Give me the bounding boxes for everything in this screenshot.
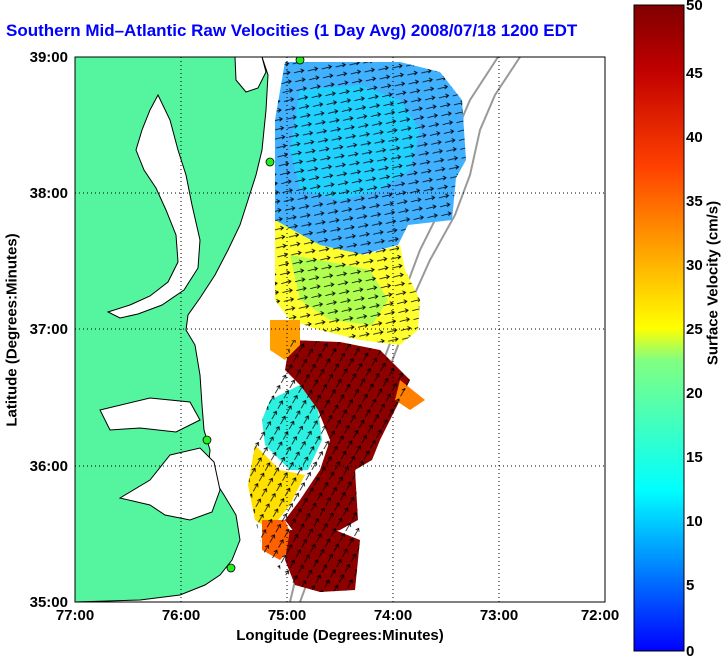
lon-tick-label: 72:00 xyxy=(581,607,619,624)
station-marker xyxy=(202,435,212,445)
colorbar-label: Surface Velocity (cm/s) xyxy=(704,200,722,366)
velocity-field xyxy=(248,62,466,592)
colorbar-tick-label: 50 xyxy=(686,0,703,14)
station-marker xyxy=(226,563,236,573)
colorbar xyxy=(633,4,685,652)
lon-tick-label: 73:00 xyxy=(480,607,518,624)
colorbar-tick-label: 25 xyxy=(686,321,703,338)
colorbar-tick-label: 5 xyxy=(686,577,694,594)
lon-tick-label: 76:00 xyxy=(162,607,200,624)
colorbar-tick-label: 45 xyxy=(686,65,703,82)
station-marker xyxy=(295,57,305,65)
lat-tick-label: 36:00 xyxy=(30,458,68,475)
colorbar-tick-label: 10 xyxy=(686,513,703,530)
map-title: Southern Mid–Atlantic Raw Velocities (1 … xyxy=(6,21,578,40)
albemarle xyxy=(99,397,201,433)
chesapeake-bay xyxy=(106,93,201,319)
colorbar-tick-label: 40 xyxy=(686,129,703,146)
lat-tick-label: 37:00 xyxy=(30,321,68,338)
y-axis-label: Latitude (Degrees:Minutes) xyxy=(3,233,21,427)
plot-frame xyxy=(74,56,606,603)
colorbar-tick-label: 15 xyxy=(686,449,703,466)
station-marker xyxy=(265,157,275,167)
lat-tick-label: 39:00 xyxy=(30,49,68,66)
x-axis-label: Longitude (Degrees:Minutes) xyxy=(236,627,444,644)
lat-tick-label: 35:00 xyxy=(30,594,68,611)
lon-tick-label: 74:00 xyxy=(374,607,412,624)
lon-tick-label: 77:00 xyxy=(56,607,94,624)
delaware-bay xyxy=(234,57,267,93)
lon-tick-label: 75:00 xyxy=(268,607,306,624)
colorbar-tick-label: 35 xyxy=(686,193,703,210)
colorbar-tick-label: 30 xyxy=(686,257,703,274)
graticule xyxy=(75,57,605,602)
lat-tick-label: 38:00 xyxy=(30,185,68,202)
colorbar-ticks: 50 45 40 35 30 25 20 15 10 5 0 xyxy=(686,0,703,659)
lat-ticks: 39:00 38:00 37:00 36:00 35:00 xyxy=(30,49,68,611)
colorbar-tick-label: 20 xyxy=(686,385,703,402)
colorbar-tick-label: 0 xyxy=(686,643,694,659)
lon-ticks: 77:00 76:00 75:00 74:00 73:00 72:00 xyxy=(56,607,619,624)
